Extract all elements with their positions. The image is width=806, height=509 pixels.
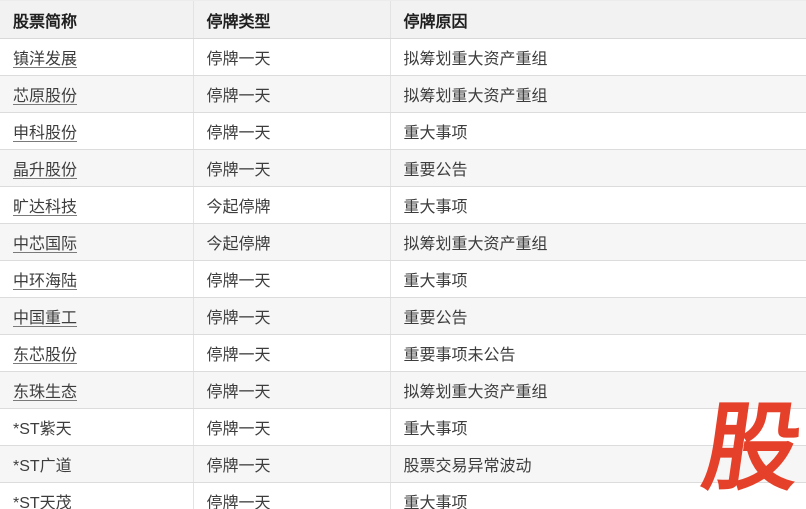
stock-name-cell: *ST天茂 [0, 482, 193, 509]
suspension-reason-cell: 拟筹划重大资产重组 [389, 75, 806, 113]
suspension-reason-cell: 重要事项未公告 [389, 334, 806, 372]
suspension-type-cell: 停牌一天 [192, 408, 390, 446]
stock-name-cell: 旷达科技 [0, 186, 193, 224]
table-row: 东珠生态 停牌一天 拟筹划重大资产重组 [0, 371, 806, 409]
stock-name-link[interactable]: 申科股份 [13, 125, 78, 142]
suspension-reason-cell: 股票交易异常波动 [389, 445, 806, 483]
stock-name-link[interactable]: 镇洋发展 [13, 51, 78, 68]
stock-name-link[interactable]: 中芯国际 [13, 236, 78, 253]
table-row: 芯原股份 停牌一天 拟筹划重大资产重组 [0, 75, 806, 113]
stock-name-prefix: *ST广道 [13, 458, 72, 475]
table-body: 镇洋发展 停牌一天 拟筹划重大资产重组 芯原股份 停牌一天 拟筹划重大资产重组 … [0, 38, 806, 509]
suspension-reason-cell: 重大事项 [389, 112, 806, 150]
suspension-reason-cell: 拟筹划重大资产重组 [389, 371, 806, 409]
suspension-type-cell: 今起停牌 [192, 186, 390, 224]
table-row: 中国重工 停牌一天 重要公告 [0, 297, 806, 335]
stock-name-cell: 申科股份 [0, 112, 193, 150]
stock-name-cell: 东珠生态 [0, 371, 193, 409]
suspension-reason-cell: 重大事项 [389, 260, 806, 298]
suspension-reason-cell: 重大事项 [389, 482, 806, 509]
suspension-reason-cell: 重大事项 [389, 408, 806, 446]
stock-name-cell: *ST紫天 [0, 408, 193, 446]
suspension-type-cell: 停牌一天 [192, 38, 390, 76]
table-row: 旷达科技 今起停牌 重大事项 [0, 186, 806, 224]
table-row: 镇洋发展 停牌一天 拟筹划重大资产重组 [0, 38, 806, 76]
stock-name-link[interactable]: 晶升股份 [13, 162, 78, 179]
stock-name-cell: 中环海陆 [0, 260, 193, 298]
stock-name-cell: 中芯国际 [0, 223, 193, 261]
table-row: 东芯股份 停牌一天 重要事项未公告 [0, 334, 806, 372]
table-row: *ST天茂 停牌一天 重大事项 [0, 482, 806, 509]
suspension-type-cell: 停牌一天 [192, 482, 390, 509]
suspension-type-cell: 停牌一天 [192, 75, 390, 113]
stock-name-cell: 镇洋发展 [0, 38, 193, 76]
suspension-reason-cell: 拟筹划重大资产重组 [389, 223, 806, 261]
suspension-reason-cell: 重大事项 [389, 186, 806, 224]
stock-name-cell: *ST广道 [0, 445, 193, 483]
stock-name-prefix: *ST紫天 [13, 421, 72, 438]
header-row: 股票简称 停牌类型 停牌原因 [0, 0, 806, 39]
suspension-reason-cell: 重要公告 [389, 149, 806, 187]
col-header-suspension-reason: 停牌原因 [389, 0, 806, 39]
suspension-type-cell: 停牌一天 [192, 112, 390, 150]
col-header-suspension-type: 停牌类型 [192, 0, 390, 39]
stock-name-link[interactable]: 东芯股份 [13, 347, 78, 364]
stock-name-cell: 东芯股份 [0, 334, 193, 372]
stock-name-link[interactable]: 中国重工 [13, 310, 78, 327]
suspension-type-cell: 停牌一天 [192, 297, 390, 335]
stock-name-cell: 芯原股份 [0, 75, 193, 113]
stock-name-prefix: *ST [13, 495, 40, 509]
suspension-type-cell: 停牌一天 [192, 334, 390, 372]
suspension-reason-cell: 重要公告 [389, 297, 806, 335]
stock-name-link[interactable]: 东珠生态 [13, 384, 78, 401]
stock-name-cell: 晶升股份 [0, 149, 193, 187]
col-header-stock-name: 股票简称 [0, 0, 193, 39]
table-row: 申科股份 停牌一天 重大事项 [0, 112, 806, 150]
table-row: 中芯国际 今起停牌 拟筹划重大资产重组 [0, 223, 806, 261]
stock-name-cell: 中国重工 [0, 297, 193, 335]
table-row: 晶升股份 停牌一天 重要公告 [0, 149, 806, 187]
suspension-type-cell: 今起停牌 [192, 223, 390, 261]
stock-name-link[interactable]: 芯原股份 [13, 88, 78, 105]
stock-name-link[interactable]: 旷达科技 [13, 199, 78, 216]
stock-name-link[interactable]: 中环海陆 [13, 273, 78, 290]
suspension-type-cell: 停牌一天 [192, 445, 390, 483]
suspension-type-cell: 停牌一天 [192, 371, 390, 409]
stock-name-link[interactable]: 天茂 [39, 495, 72, 509]
table-row: *ST广道 停牌一天 股票交易异常波动 [0, 445, 806, 483]
table-row: 中环海陆 停牌一天 重大事项 [0, 260, 806, 298]
table-row: *ST紫天 停牌一天 重大事项 [0, 408, 806, 446]
suspension-type-cell: 停牌一天 [192, 260, 390, 298]
suspension-reason-cell: 拟筹划重大资产重组 [389, 38, 806, 76]
suspension-type-cell: 停牌一天 [192, 149, 390, 187]
